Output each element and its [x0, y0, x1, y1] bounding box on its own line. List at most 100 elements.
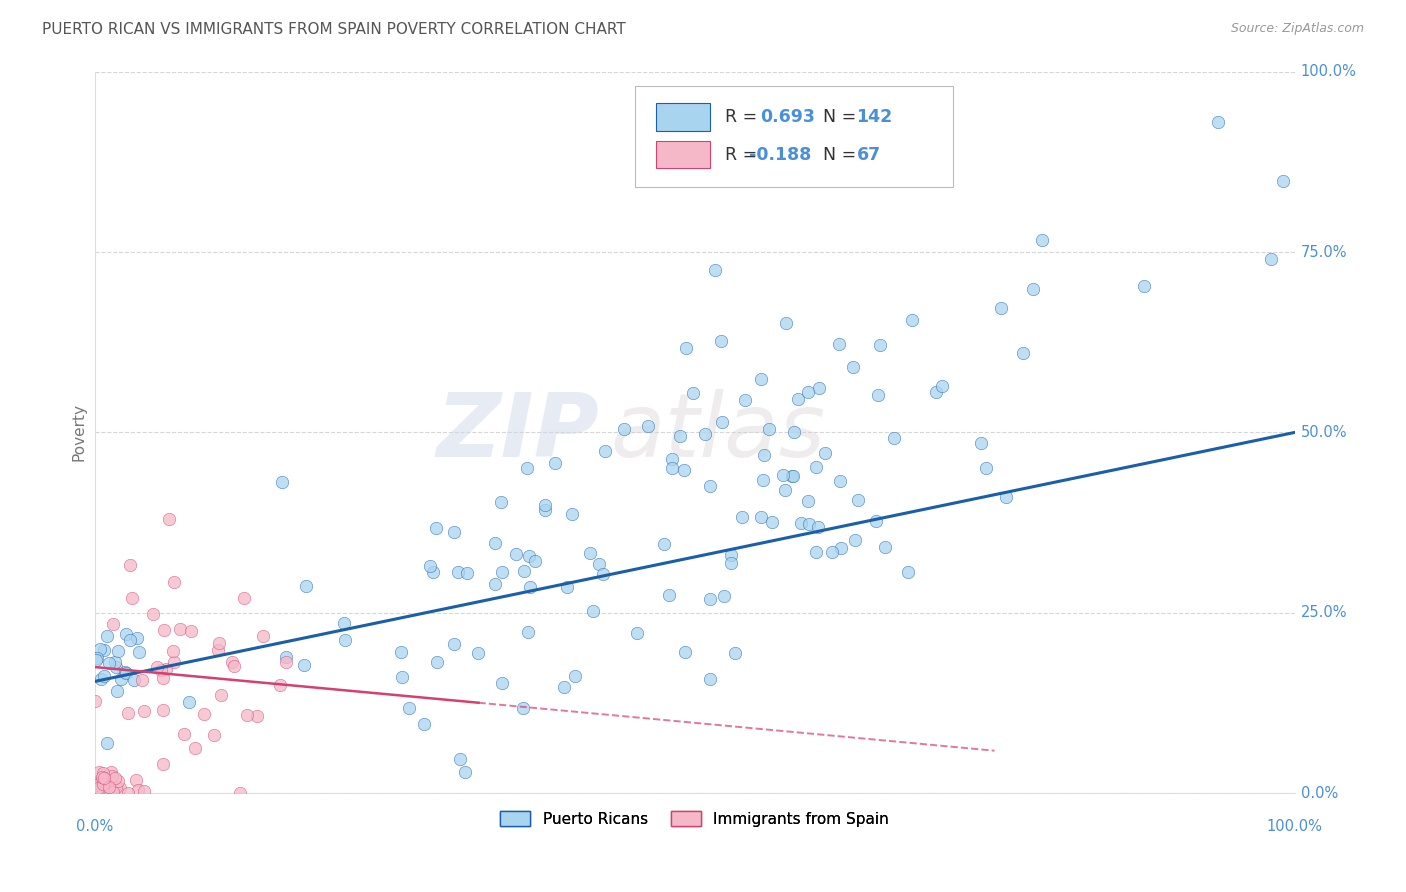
Point [797, 493, 820, 508]
Point [925, 384, 948, 399]
Point [117, 706, 139, 721]
Point [761, 515, 783, 529]
Point [391, 670, 413, 684]
Point [593, 444, 616, 458]
Point [828, 337, 851, 351]
Point [564, 669, 586, 683]
Point [830, 474, 852, 488]
Point [673, 645, 696, 659]
Point [83, 693, 105, 707]
Point [103, 617, 125, 632]
Point [127, 783, 149, 797]
Point [105, 683, 128, 698]
Bar [657, 103, 710, 131]
Point [100, 764, 122, 779]
Point [484, 577, 506, 591]
Point [703, 263, 725, 277]
Point [994, 491, 1017, 505]
Point [699, 592, 721, 607]
Point [96, 629, 118, 643]
Point [844, 533, 866, 548]
Text: N =: N = [823, 108, 856, 126]
Point [669, 428, 692, 442]
Point [233, 591, 256, 606]
Point [807, 520, 830, 534]
Point [114, 665, 136, 680]
Point [758, 422, 780, 436]
Point [782, 469, 804, 483]
Point [228, 786, 250, 800]
Point [180, 624, 202, 638]
Point [883, 431, 905, 445]
Point [931, 378, 953, 392]
Point [780, 469, 803, 483]
Point [236, 708, 259, 723]
Point [749, 509, 772, 524]
Point [713, 589, 735, 603]
Point [89, 642, 111, 657]
Point [775, 317, 797, 331]
Text: 142: 142 [856, 108, 893, 126]
Text: 100.0%: 100.0% [1267, 819, 1323, 834]
Text: ZIP: ZIP [436, 389, 599, 476]
Point [592, 567, 614, 582]
Point [467, 646, 489, 660]
Point [91, 771, 114, 785]
Text: atlas: atlas [610, 390, 825, 475]
Point [127, 632, 149, 646]
Point [224, 658, 246, 673]
Point [152, 703, 174, 717]
Point [96, 736, 118, 750]
Text: -0.188: -0.188 [748, 145, 811, 163]
Point [516, 625, 538, 640]
Point [425, 521, 447, 535]
Point [184, 741, 207, 756]
Text: 67: 67 [856, 145, 880, 163]
Point [333, 632, 356, 647]
Point [246, 709, 269, 723]
Point [93, 784, 115, 798]
Point [104, 771, 127, 785]
Point [1031, 233, 1053, 247]
Point [162, 644, 184, 658]
Point [443, 525, 465, 540]
Point [202, 728, 225, 742]
Text: 0.0%: 0.0% [76, 819, 114, 834]
Point [89, 782, 111, 797]
Point [772, 467, 794, 482]
Point [128, 645, 150, 659]
Point [752, 473, 775, 487]
Point [990, 301, 1012, 315]
Point [209, 688, 232, 702]
Point [491, 676, 513, 690]
Point [97, 657, 120, 671]
FancyBboxPatch shape [634, 86, 952, 187]
Point [419, 558, 441, 573]
Point [91, 766, 114, 780]
Point [269, 678, 291, 692]
Point [87, 777, 110, 791]
Point [142, 607, 165, 621]
Text: 0.0%: 0.0% [1301, 786, 1337, 801]
Point [682, 386, 704, 401]
Point [295, 579, 318, 593]
Point [1271, 174, 1294, 188]
Point [91, 783, 114, 797]
Point [121, 591, 143, 605]
Point [519, 580, 541, 594]
Point [661, 461, 683, 475]
Point [389, 645, 412, 659]
Point [734, 392, 756, 407]
Point [626, 625, 648, 640]
Point [799, 517, 821, 532]
Point [110, 672, 132, 686]
Point [749, 372, 772, 386]
Point [193, 707, 215, 722]
Point [534, 498, 557, 512]
Point [122, 673, 145, 687]
Point [652, 537, 675, 551]
Point [93, 669, 115, 683]
Point [456, 566, 478, 581]
Point [152, 671, 174, 685]
Point [449, 752, 471, 766]
